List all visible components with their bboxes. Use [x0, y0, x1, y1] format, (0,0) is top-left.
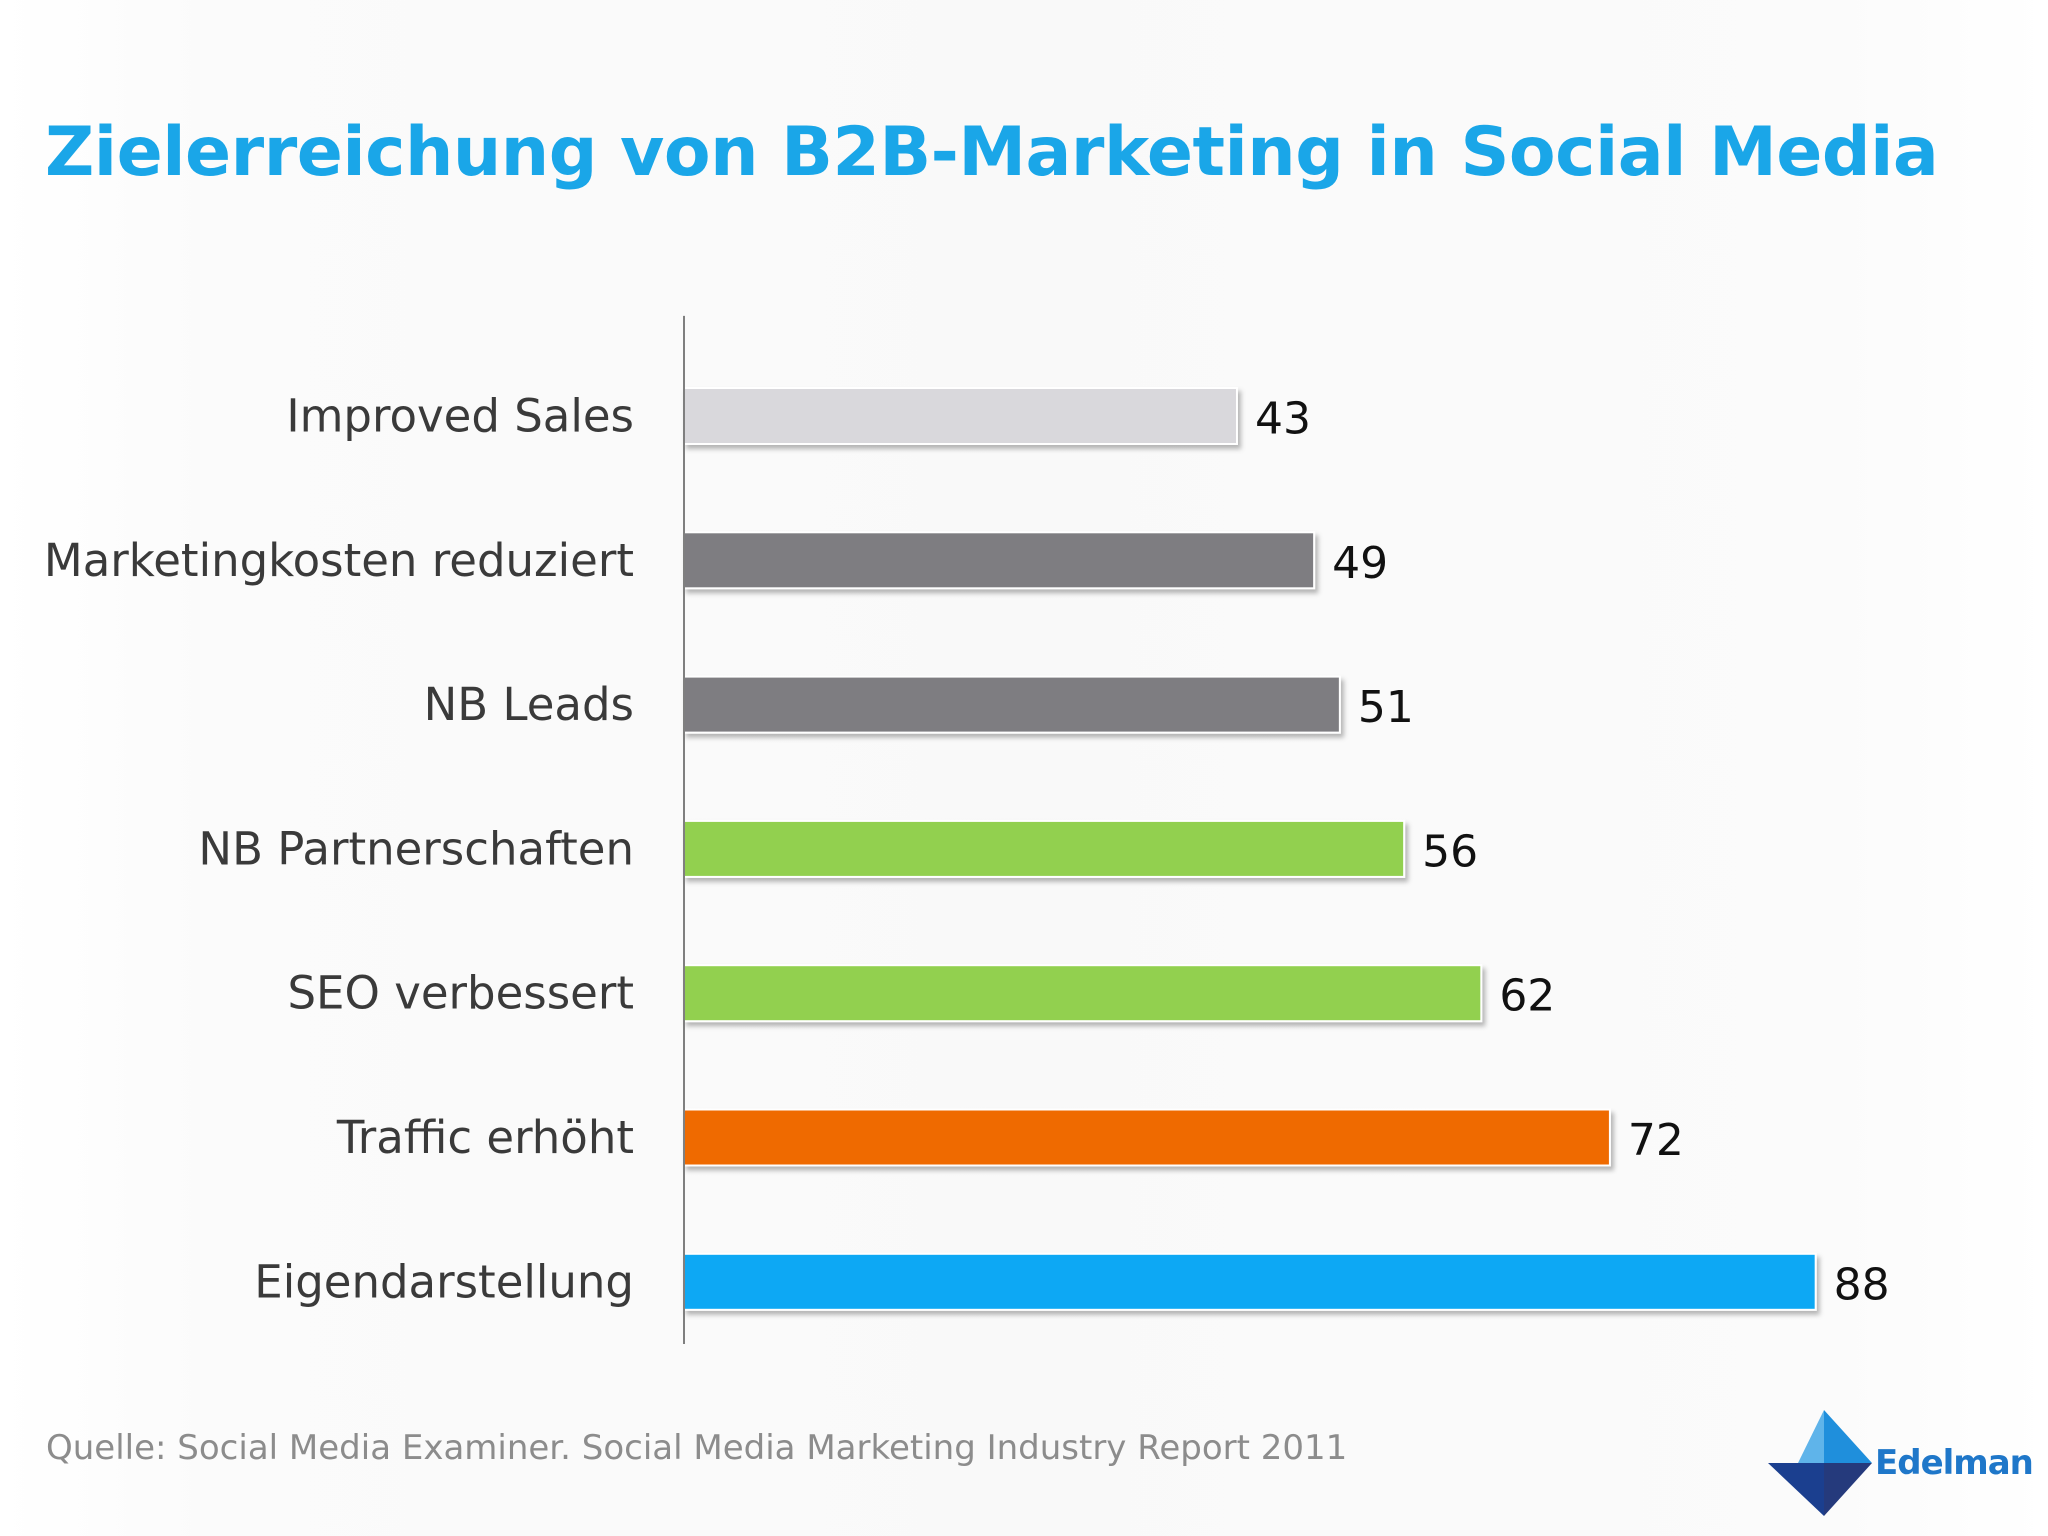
data-label: 43	[1255, 394, 1311, 445]
edelman-logo-mark-icon	[1768, 1410, 1872, 1516]
bar-4	[683, 964, 1483, 1023]
data-label: 56	[1422, 826, 1478, 877]
data-label: 49	[1332, 538, 1388, 589]
bar-6	[683, 1252, 1817, 1311]
bar-chart: Improved Sales Marketingkosten reduziert N…	[44, 315, 1890, 1344]
bar-1	[683, 531, 1316, 590]
data-label: 72	[1628, 1115, 1684, 1166]
bar-3	[683, 819, 1406, 878]
category-label: Improved Sales	[286, 390, 634, 443]
bars-group	[683, 387, 1817, 1311]
edelman-logo: Edelman	[1768, 1410, 2034, 1516]
category-label: NB Partnerschaften	[198, 822, 634, 875]
category-label: Marketingkosten reduziert	[44, 534, 634, 587]
category-label: NB Leads	[424, 678, 634, 731]
bar-5	[683, 1108, 1611, 1167]
category-label: Traffic erhöht	[336, 1111, 634, 1164]
category-labels-group: Improved Sales Marketingkosten reduziert N…	[44, 390, 634, 1309]
bar-2	[683, 675, 1341, 734]
chart-title: Zielerreichung von B2B-Marketing in Soci…	[45, 113, 1939, 192]
data-label: 62	[1499, 971, 1555, 1022]
category-label: SEO verbessert	[287, 967, 634, 1020]
category-label: Eigendarstellung	[254, 1255, 634, 1308]
source-note: Quelle: Social Media Examiner. Social Me…	[46, 1428, 1348, 1468]
data-label: 88	[1834, 1259, 1890, 1310]
bar-0	[683, 387, 1238, 445]
data-labels-group: 43 49 51 56 62 72 88	[1255, 394, 1890, 1311]
edelman-logo-text: Edelman	[1875, 1443, 2034, 1483]
data-label: 51	[1358, 682, 1414, 733]
